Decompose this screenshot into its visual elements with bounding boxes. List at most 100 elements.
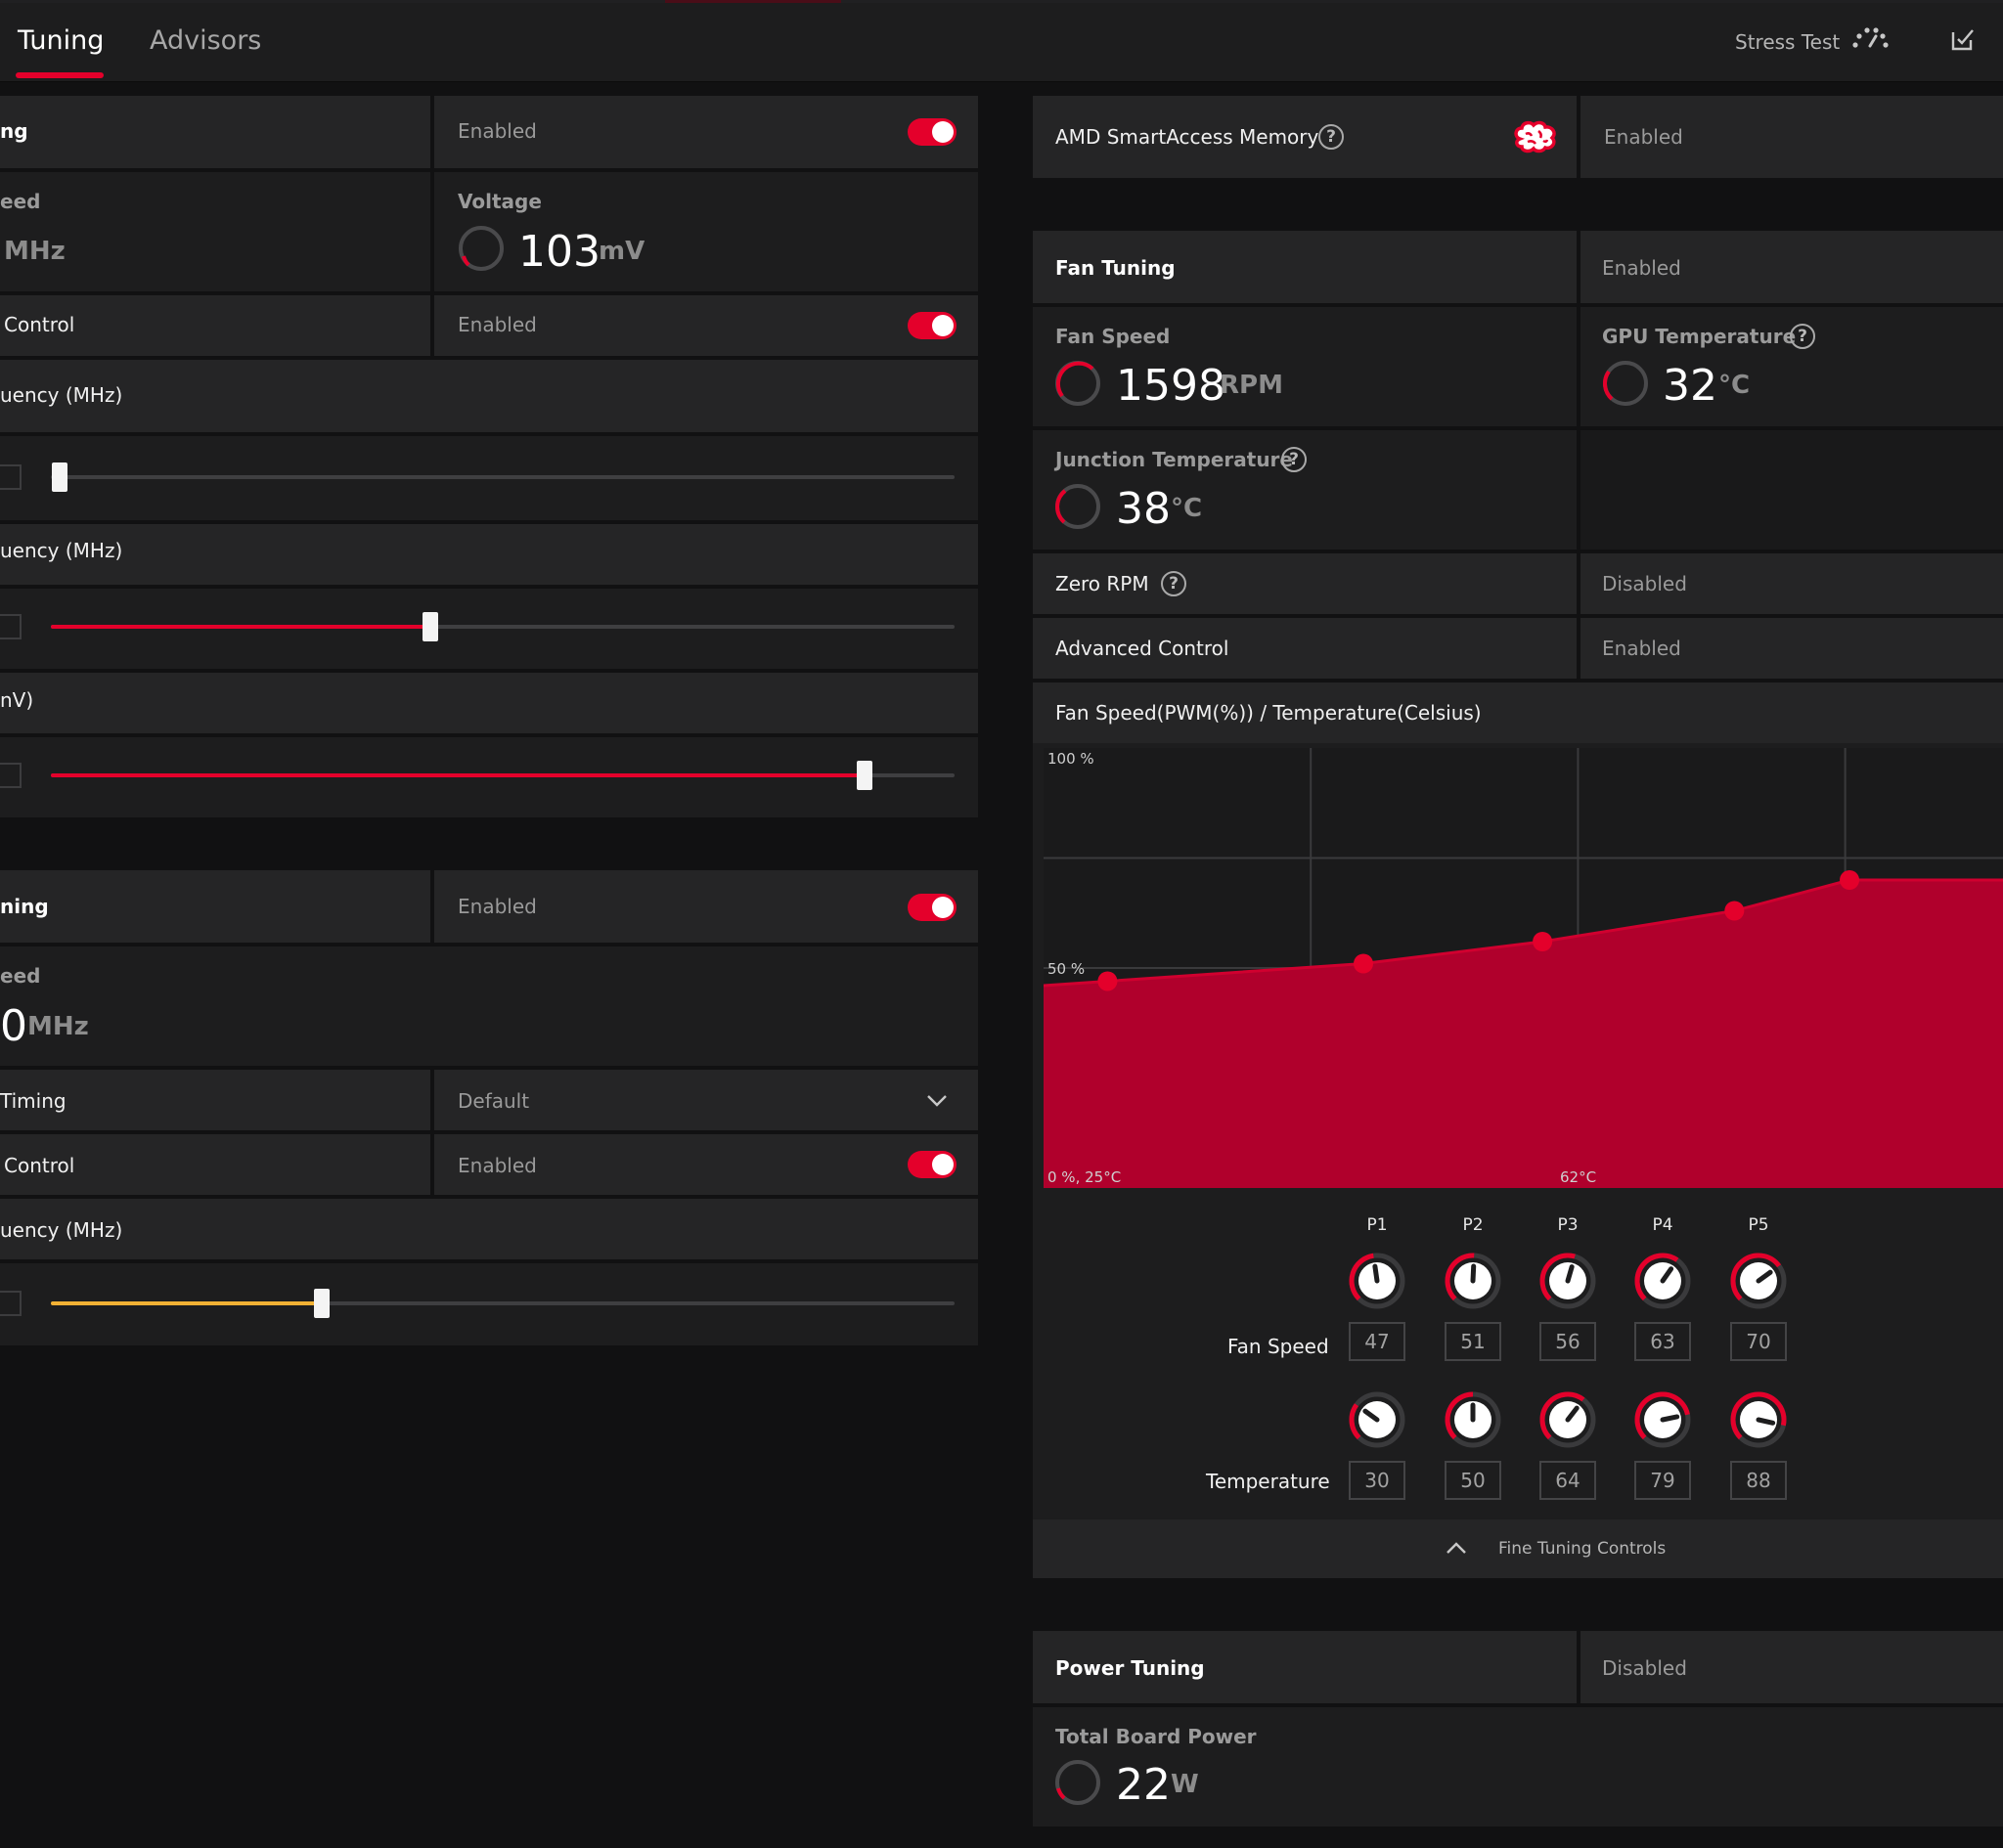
gpu-temp-help-icon[interactable]: ?	[1790, 324, 1815, 349]
temp-value-p1[interactable]: 30	[1349, 1461, 1405, 1500]
tab-tuning[interactable]: Tuning	[18, 25, 105, 56]
min-freq-input[interactable]	[0, 464, 22, 490]
tab-active-indicator	[16, 72, 104, 78]
curve-point-p5[interactable]	[1840, 870, 1860, 890]
temp-value-p5[interactable]: 88	[1730, 1461, 1787, 1500]
temp-knob-p2[interactable]	[1443, 1389, 1503, 1450]
vram-freq-thumb[interactable]	[314, 1289, 330, 1318]
point-label-p4: P4	[1652, 1215, 1673, 1235]
fan-value-p4[interactable]: 63	[1634, 1322, 1691, 1361]
fan-speed-unit: RPM	[1220, 371, 1283, 400]
vram-tuning-title-cell	[0, 870, 430, 943]
zero-rpm-label: Zero RPM	[1055, 572, 1149, 595]
curve-point-p4[interactable]	[1724, 901, 1745, 921]
fan-knob-p5[interactable]	[1728, 1251, 1789, 1311]
voltage-thumb[interactable]	[857, 761, 872, 790]
vram-control-toggle[interactable]	[908, 1151, 957, 1178]
fan-curve-chart[interactable]: 100 % 50 % 0 %, 25°C 62°C	[1044, 748, 2003, 1188]
vram-freq-track[interactable]	[51, 1301, 955, 1305]
advanced-control-label: Advanced Control	[1055, 637, 1229, 660]
max-freq-track[interactable]	[51, 625, 955, 629]
junction-temp-label: Junction Temperature	[1055, 448, 1293, 471]
fine-tuning-label[interactable]: Fine Tuning Controls	[1498, 1539, 1667, 1559]
gpu-speed-cell	[0, 172, 430, 291]
fan-tuning-status-cell	[1580, 231, 2003, 303]
export-icon[interactable]	[1950, 26, 1976, 52]
gpu-tuning-toggle[interactable]	[908, 118, 957, 146]
temp-value-p3[interactable]: 64	[1539, 1461, 1596, 1500]
curve-point-p3[interactable]	[1533, 932, 1553, 951]
point-label-p1: P1	[1366, 1215, 1388, 1235]
sam-label-cell	[1033, 96, 1577, 178]
vram-freq-label: uency (MHz)	[0, 1218, 123, 1242]
temp-knob-p1[interactable]	[1347, 1389, 1407, 1450]
timing-dropdown[interactable]	[434, 1070, 978, 1130]
fan-value-p3[interactable]: 56	[1539, 1322, 1596, 1361]
fan-value-p1[interactable]: 47	[1349, 1322, 1405, 1361]
max-freq-label: uency (MHz)	[0, 539, 123, 562]
zero-rpm-cell	[1033, 553, 1577, 614]
fan-tuning-status: Enabled	[1602, 256, 1681, 280]
temp-value-p2[interactable]: 50	[1445, 1461, 1501, 1500]
min-freq-label: uency (MHz)	[0, 383, 123, 407]
min-freq-thumb[interactable]	[52, 462, 67, 492]
gpu-control-status-cell	[434, 295, 978, 356]
sam-help-icon[interactable]: ?	[1318, 124, 1344, 150]
vram-speed-unit: MHz	[27, 1012, 89, 1041]
gpu-control-toggle[interactable]	[908, 312, 957, 339]
fan-knob-p1[interactable]	[1347, 1251, 1407, 1311]
fan-knob-p4[interactable]	[1632, 1251, 1693, 1311]
temp-value-p4[interactable]: 79	[1634, 1461, 1691, 1500]
tbp-gauge-icon	[1055, 1760, 1100, 1805]
fan-knob-p3[interactable]	[1537, 1251, 1598, 1311]
fan-value-p5[interactable]: 70	[1730, 1322, 1787, 1361]
vram-tuning-status-cell	[434, 870, 978, 943]
vram-freq-header	[0, 1199, 978, 1259]
gauge-icon[interactable]	[1850, 25, 1890, 51]
junction-temp-gauge-icon	[1055, 484, 1100, 529]
vram-tuning-status: Enabled	[458, 895, 537, 918]
voltage-slider-row	[0, 737, 978, 817]
x-tick-62: 62°C	[1560, 1168, 1596, 1186]
fan-curve-area	[1044, 880, 2003, 1188]
gpu-control-label: Control	[4, 313, 75, 336]
tab-advisors[interactable]: Advisors	[150, 25, 262, 56]
fan-tuning-title-cell	[1033, 231, 1577, 303]
timing-label: Timing	[0, 1089, 67, 1113]
gpu-temp-cell	[1580, 307, 2003, 426]
fan-knob-p2[interactable]	[1443, 1251, 1503, 1311]
junction-temp-help-icon[interactable]: ?	[1281, 447, 1307, 472]
max-freq-thumb[interactable]	[423, 612, 438, 641]
max-freq-input[interactable]	[0, 614, 22, 639]
curve-title-cell	[1033, 682, 2003, 743]
voltage-ctrl-label: nV)	[0, 688, 34, 712]
gpu-temp-gauge-icon	[1603, 361, 1648, 406]
vram-control-status: Enabled	[458, 1154, 537, 1177]
fan-value-p2[interactable]: 51	[1445, 1322, 1501, 1361]
curve-point-p2[interactable]	[1354, 953, 1373, 974]
top-bar	[0, 0, 2003, 82]
gpu-control-status: Enabled	[458, 313, 537, 336]
temp-knob-p3[interactable]	[1537, 1389, 1598, 1450]
zero-rpm-help-icon[interactable]: ?	[1161, 571, 1186, 596]
curve-point-p1[interactable]	[1097, 971, 1118, 991]
vram-freq-input[interactable]	[0, 1291, 22, 1316]
vram-tuning-title: ning	[0, 895, 49, 918]
gpu-temp-value: 32	[1663, 361, 1717, 411]
min-freq-track[interactable]	[51, 475, 955, 479]
voltage-input[interactable]	[0, 763, 22, 788]
vram-tuning-toggle[interactable]	[908, 894, 957, 921]
fan-speed-cell	[1033, 307, 1577, 426]
fan-speed-row-label: Fan Speed	[1227, 1335, 1329, 1358]
fine-tuning-bar[interactable]	[1033, 1519, 2003, 1578]
temp-knob-p4[interactable]	[1632, 1389, 1693, 1450]
chevron-up-icon[interactable]	[1445, 1539, 1468, 1557]
power-tuning-title: Power Tuning	[1055, 1656, 1205, 1680]
gpu-temp-label: GPU Temperature	[1602, 325, 1797, 348]
gpu-control-cell	[0, 295, 430, 356]
temperature-row-label: Temperature	[1206, 1470, 1330, 1493]
stress-test-label[interactable]: Stress Test	[1735, 30, 1841, 54]
vram-control-label: Control	[4, 1154, 75, 1177]
chevron-down-icon[interactable]	[925, 1091, 949, 1109]
temp-knob-p5[interactable]	[1728, 1389, 1789, 1450]
